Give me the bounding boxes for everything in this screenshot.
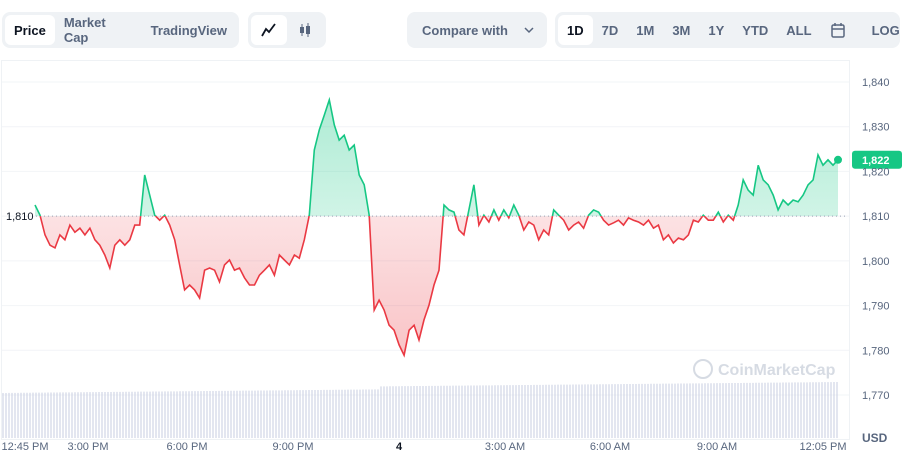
y-tick-label: 1,830: [862, 122, 890, 134]
x-tick-label: 6:00 AM: [590, 441, 630, 453]
x-tick-label: 4: [396, 441, 403, 453]
watermark-logo: CoinMarketCap: [693, 359, 836, 379]
range-3m[interactable]: 3M: [672, 22, 691, 38]
calendar-button[interactable]: [821, 15, 855, 45]
tab-market-cap[interactable]: Market Cap: [63, 15, 106, 45]
area-below-reference: [35, 216, 838, 356]
range-1y[interactable]: 1Y: [708, 22, 725, 38]
compare-label: Compare with: [422, 22, 508, 38]
y-tick-label: 1,780: [862, 345, 890, 357]
plot-border: [1, 60, 850, 440]
current-price-label: 1,822: [862, 155, 890, 167]
candlestick-button[interactable]: [287, 15, 323, 45]
range-all[interactable]: ALL: [786, 22, 812, 38]
y-tick-label: 1,840: [862, 77, 890, 89]
x-tick-label: 12:05 PM: [799, 441, 846, 453]
x-tick-label: 3:00 AM: [485, 441, 525, 453]
price-line-down: [39, 216, 736, 358]
x-tick-label: 12:45 PM: [1, 441, 48, 453]
current-price-dot: [834, 155, 842, 164]
range-ytd[interactable]: YTD: [742, 22, 769, 38]
x-tick-label: 6:00 PM: [167, 441, 208, 453]
line-chart-button[interactable]: [251, 15, 287, 45]
y-tick-label: 1,790: [862, 301, 890, 313]
y-tick-label: 1,800: [862, 256, 890, 268]
calendar-icon: [830, 23, 845, 38]
area-above-reference: [35, 99, 838, 217]
range-7d[interactable]: 7D: [601, 22, 619, 38]
price-line-up: [34, 96, 839, 217]
view-tabs: Price Market Cap TradingView: [2, 12, 239, 48]
candlestick-icon: [300, 23, 310, 37]
compare-with-dropdown[interactable]: Compare with: [407, 12, 547, 48]
line-chart-icon: [261, 23, 276, 37]
x-tick-label: 3:00 PM: [68, 441, 109, 453]
tab-tradingview[interactable]: TradingView: [150, 22, 227, 38]
range-1d[interactable]: 1D: [558, 15, 593, 45]
chevron-down-icon: [524, 27, 534, 34]
x-tick-label: 9:00 AM: [697, 441, 737, 453]
y-tick-label: 1,810: [862, 211, 890, 223]
chart-type-toggle: [248, 12, 326, 48]
log-scale-toggle[interactable]: LOG: [871, 22, 900, 38]
svg-text:CoinMarketCap: CoinMarketCap: [718, 362, 836, 379]
tab-price[interactable]: Price: [5, 15, 55, 45]
y-tick-label: 1,770: [862, 390, 890, 402]
range-selector: 1D 7D 1M 3M 1Y YTD ALL LOG: [555, 12, 900, 48]
currency-label: USD: [862, 431, 888, 445]
current-price-badge: [852, 150, 902, 169]
reference-price-label: 1,810: [6, 211, 34, 223]
y-tick-label: 1,820: [862, 166, 890, 178]
x-tick-label: 9:00 PM: [273, 441, 314, 453]
range-1m[interactable]: 1M: [636, 22, 655, 38]
